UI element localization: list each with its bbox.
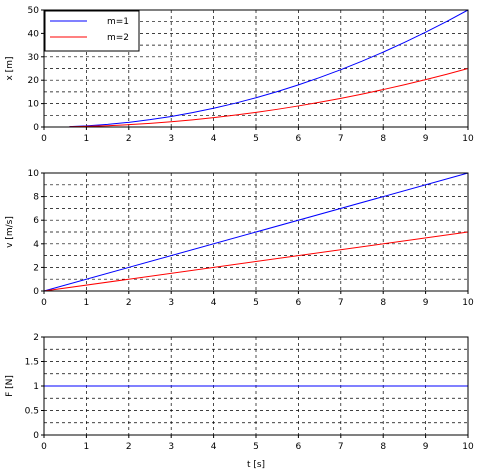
x-tick-label: 2 [126, 442, 132, 452]
y-tick-label: 10 [28, 169, 40, 179]
x-tick-label: 2 [126, 298, 132, 308]
y-tick-label: 6 [33, 216, 39, 226]
y-tick-label: 0 [33, 431, 39, 441]
x-tick-label: 8 [380, 134, 386, 144]
x-tick-label: 3 [168, 134, 174, 144]
x-tick-label: 5 [253, 134, 259, 144]
x-axis-title: t [s] [247, 460, 265, 470]
x-tick-label: 1 [84, 442, 90, 452]
y-tick-label: 2 [33, 333, 39, 343]
x-tick-label: 9 [423, 134, 429, 144]
x-tick-label: 7 [338, 134, 344, 144]
x-tick-label: 8 [380, 442, 386, 452]
series-line-1 [69, 9, 469, 128]
y-tick-label: 40 [28, 29, 40, 39]
x-tick-label: 4 [211, 298, 217, 308]
x-tick-label: 1 [84, 298, 90, 308]
x-tick-label: 10 [462, 442, 474, 452]
legend-box [44, 10, 140, 52]
x-tick-label: 4 [211, 134, 217, 144]
subplot-3: 0 1 2 3 4 5 6 7 8 9 10 0 0.5 1 1.5 2 F [N] t [s] [5, 333, 474, 470]
series-line-2 [69, 68, 469, 128]
x-tick-label: 4 [211, 442, 217, 452]
y-tick-label: 0.5 [25, 407, 39, 417]
y-tick-label: 30 [28, 53, 40, 63]
y-tick-label: 4 [33, 240, 39, 250]
x-tick-label: 9 [423, 442, 429, 452]
y-tick-label: 0 [33, 123, 39, 133]
x-tick-label: 2 [126, 134, 132, 144]
y-tick-label: 2 [33, 263, 39, 273]
x-tick-label: 0 [41, 442, 47, 452]
legend-label: m=1 [107, 17, 129, 27]
y-tick-label: 1 [33, 382, 39, 392]
x-tick-label: 7 [338, 442, 344, 452]
x-tick-label: 7 [338, 298, 344, 308]
subplot-1: 0 1 2 3 4 5 6 7 8 9 10 0 10 20 30 40 50 x [m] m=1 m=2 [5, 6, 474, 144]
series-line-1 [43, 172, 469, 292]
y-tick-label: 10 [28, 100, 40, 110]
y-tick-label: 50 [28, 6, 40, 16]
x-tick-label: 0 [41, 298, 47, 308]
legend-label: m=2 [107, 33, 129, 43]
x-tick-label: 6 [296, 298, 302, 308]
y-axis-title: F [N] [5, 375, 15, 397]
y-axis-title: x [m] [5, 57, 15, 81]
x-tick-label: 8 [380, 298, 386, 308]
x-tick-label: 6 [296, 134, 302, 144]
y-tick-label: 8 [33, 193, 39, 203]
x-tick-label: 10 [462, 134, 474, 144]
x-tick-label: 10 [462, 298, 474, 308]
y-axis-title: v [m/s] [5, 216, 15, 248]
y-tick-label: 20 [28, 76, 40, 86]
x-tick-label: 1 [84, 134, 90, 144]
x-tick-label: 0 [41, 134, 47, 144]
legend: m=1 m=2 [44, 10, 140, 52]
x-tick-label: 5 [253, 442, 259, 452]
x-tick-label: 3 [168, 442, 174, 452]
y-tick-label: 0 [33, 287, 39, 297]
y-tick-label: 1.5 [25, 358, 39, 368]
x-tick-label: 9 [423, 298, 429, 308]
x-tick-label: 3 [168, 298, 174, 308]
x-tick-label: 6 [296, 442, 302, 452]
x-tick-label: 5 [253, 298, 259, 308]
subplot-2: 0 1 2 3 4 5 6 7 8 9 10 0 2 4 6 8 10 v [m/s] [5, 169, 474, 308]
series-line-2 [43, 231, 469, 292]
